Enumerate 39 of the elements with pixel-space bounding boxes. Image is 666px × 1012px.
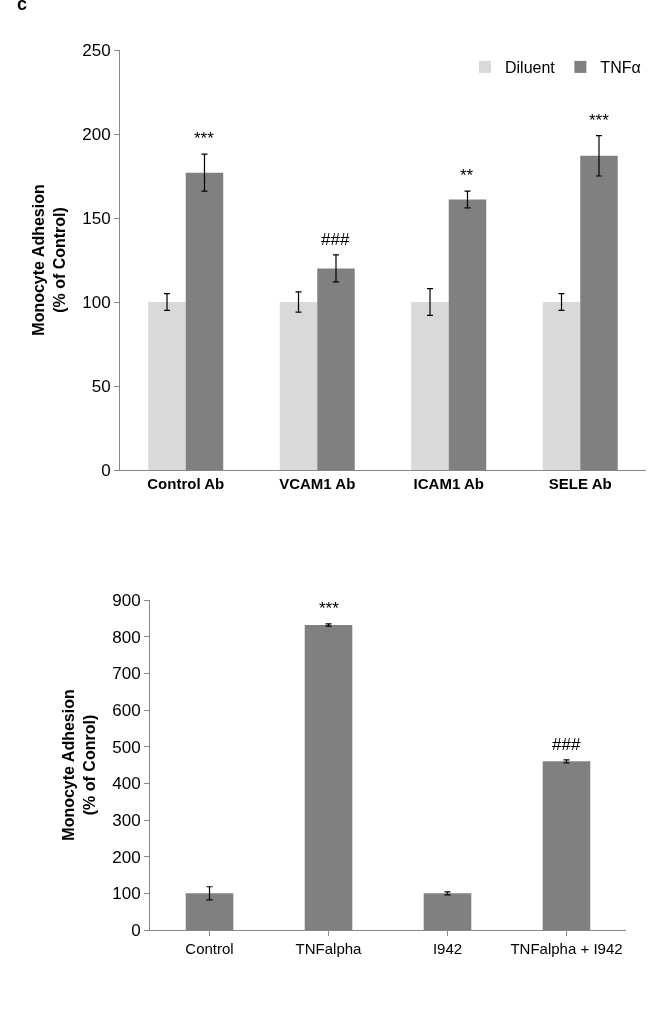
data-label: *** [319,599,340,618]
y-tick-label: 100 [82,292,111,312]
y-axis-title: Monocyte Adhesion (% of Conrol) [60,689,99,841]
data-label: ### [321,230,350,249]
y-tick-label: 800 [112,627,141,647]
y-tick-label: 300 [112,810,141,830]
y-tick-label: 250 [82,40,111,60]
text: c [17,0,28,14]
y-tick-label: 400 [112,774,141,794]
x-tick-label: TNFalpha + I942 [510,940,623,957]
data-label: ### [552,735,581,754]
y-tick-label: 200 [82,124,111,144]
y-tick-label: 200 [112,847,141,867]
bar [411,302,449,470]
bar [148,302,186,470]
y-tick-label: 150 [82,208,111,228]
bar [542,302,581,470]
y-tick-label: 700 [112,664,141,684]
legend-label: TNFα [600,59,641,77]
x-tick-label: Control Ab [147,475,225,492]
legend-label: Diluent [505,59,556,77]
x-tick-label: VCAM1 Ab [279,475,356,492]
x-tick-label: Control [185,940,234,957]
y-axis-title: Monocyte Adhesion (% of Control) [30,184,69,336]
data-label: ** [460,166,474,185]
y-tick-label: 100 [112,884,141,904]
y-tick-label: 600 [112,700,141,720]
bar [279,302,318,470]
data-label: *** [194,129,215,148]
y-tick-label: 50 [91,376,111,396]
y-tick-label: 0 [101,460,111,480]
y-tick-label: 500 [112,737,141,757]
x-tick-label: ICAM1 Ab [413,475,484,492]
x-tick-label: TNFalpha [295,940,363,957]
data-label: *** [589,111,610,130]
y-tick-label: 900 [112,590,141,610]
x-tick-label: I942 [432,940,463,957]
x-tick-label: SELE Ab [548,475,612,492]
y-tick-label: 0 [131,920,141,940]
